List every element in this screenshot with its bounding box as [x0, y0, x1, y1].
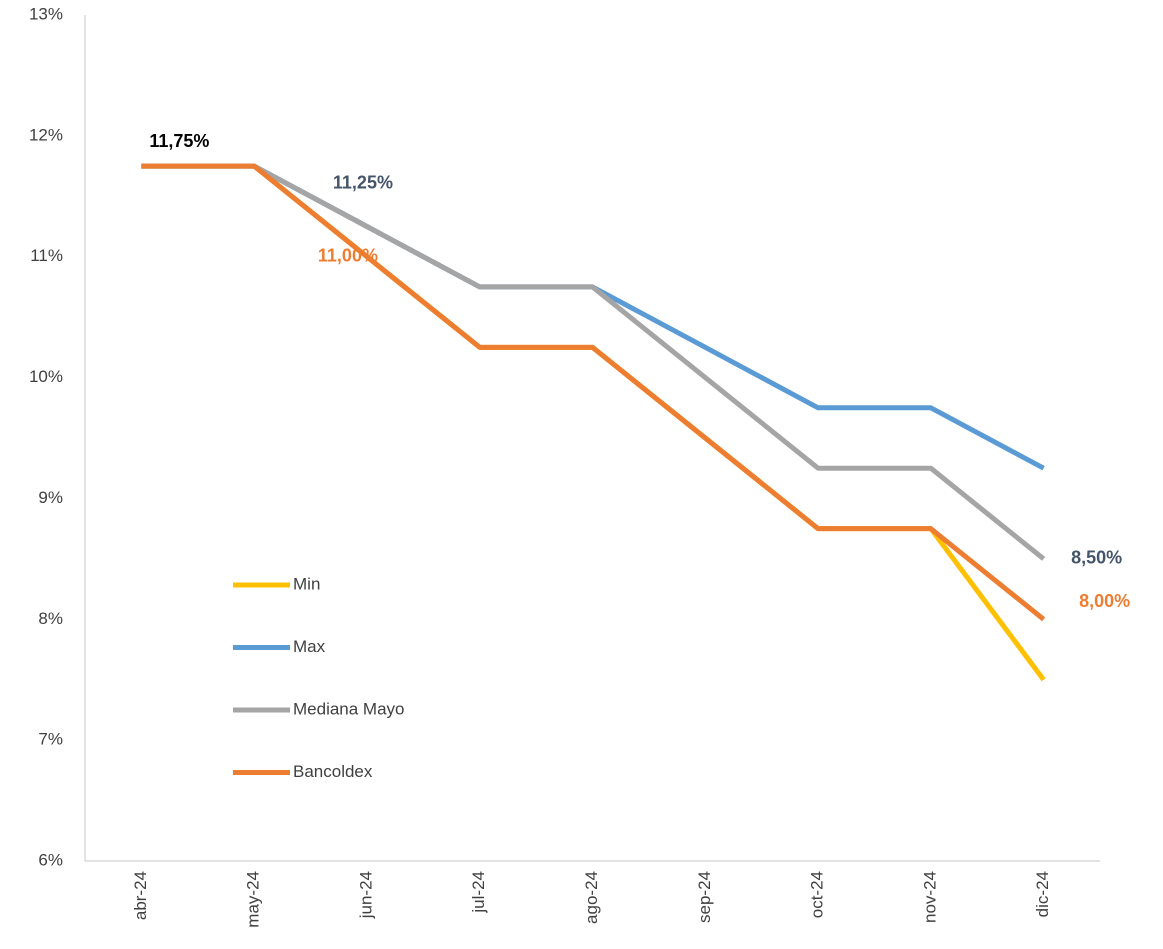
data-label: 11,25% — [333, 172, 393, 192]
data-label: 11,75% — [149, 131, 209, 151]
y-tick-label: 7% — [38, 730, 63, 749]
x-tick-label: sep-24 — [695, 871, 714, 923]
series-line — [141, 163, 1045, 471]
y-tick-label: 13% — [29, 4, 63, 23]
legend-label: Min — [293, 574, 320, 593]
y-tick-label: 11% — [30, 246, 63, 265]
legend-label: Bancoldex — [293, 762, 373, 781]
data-label: 8,50% — [1071, 548, 1122, 568]
x-tick-label: dic-24 — [1033, 871, 1052, 917]
x-tick-label: jun-24 — [356, 871, 375, 919]
series-line — [141, 163, 1046, 682]
y-tick-label: 8% — [38, 609, 63, 628]
x-tick-label: abr-24 — [131, 871, 150, 920]
series-line — [141, 163, 1046, 561]
x-tick-label: oct-24 — [808, 871, 827, 918]
data-label: 11,00% — [318, 245, 378, 265]
x-tick-label: nov-24 — [920, 871, 939, 923]
series-line — [141, 163, 1046, 622]
x-tick-label: ago-24 — [582, 871, 601, 924]
y-tick-label: 10% — [29, 367, 63, 386]
x-tick-label: may-24 — [244, 871, 263, 928]
y-tick-label: 6% — [38, 850, 63, 869]
data-label: 8,00% — [1079, 591, 1130, 611]
legend-label: Mediana Mayo — [293, 699, 405, 718]
y-tick-label: 9% — [38, 488, 63, 507]
legend-label: Max — [293, 637, 326, 656]
y-tick-label: 12% — [29, 125, 63, 144]
x-tick-label: jul-24 — [469, 871, 488, 914]
